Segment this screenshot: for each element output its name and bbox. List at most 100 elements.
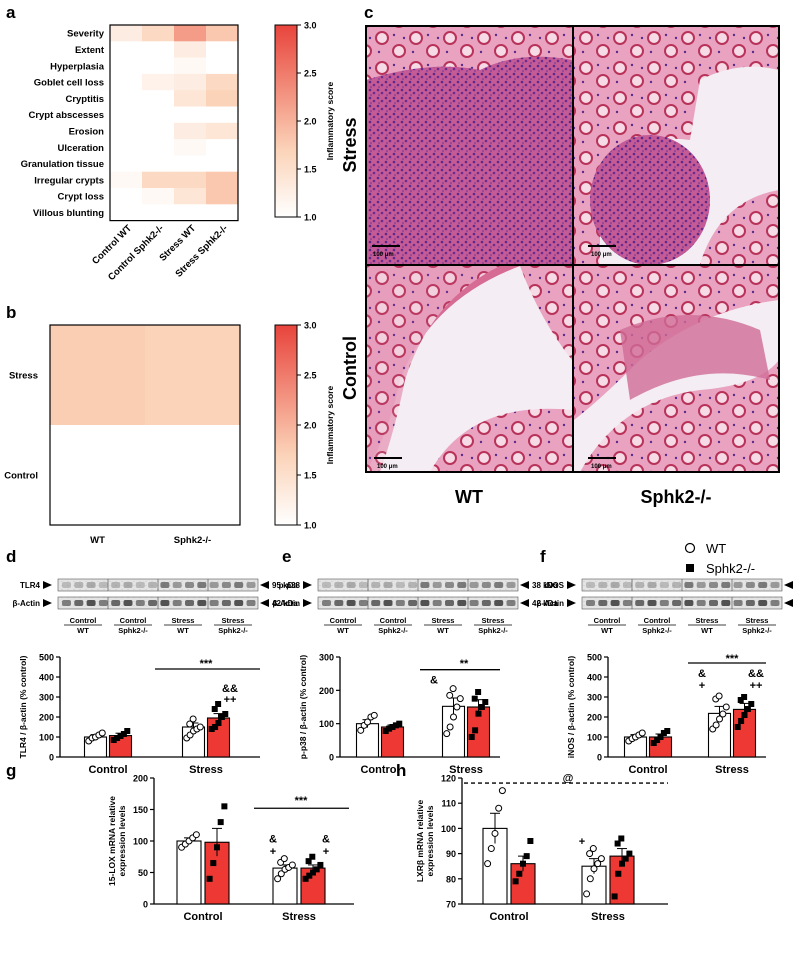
heatmap-row-label: Villous blunting	[33, 208, 104, 219]
data-point	[586, 850, 594, 858]
data-point	[218, 714, 225, 720]
y-tick-label: 90	[446, 849, 456, 859]
data-point	[215, 701, 222, 707]
heatmap-row-label: Goblet cell loss	[34, 78, 104, 89]
data-point	[660, 730, 667, 736]
data-point	[215, 720, 222, 726]
data-point	[114, 735, 121, 741]
significance-marker: &	[269, 833, 277, 845]
blot-lane-label: Stress	[222, 616, 245, 625]
arrow-left-icon	[260, 581, 269, 589]
data-point	[722, 703, 730, 711]
x-group-label: Control	[360, 764, 399, 776]
heatmap-cell	[110, 171, 143, 189]
heatmap-row-label: Granulation tissue	[21, 159, 104, 170]
blot-band-label: TLR4	[20, 581, 41, 590]
data-point	[527, 838, 534, 844]
data-point	[364, 718, 371, 726]
data-point	[664, 728, 671, 734]
data-point	[737, 697, 744, 703]
heatmap-cell	[174, 73, 207, 91]
blot-band	[74, 600, 84, 606]
blot-band	[346, 600, 356, 606]
data-point	[98, 729, 106, 737]
blot-lane-label: Stress	[696, 616, 719, 625]
blot-band	[709, 600, 718, 606]
data-point	[741, 712, 748, 718]
blot-band	[358, 600, 368, 606]
blot-lane-label: Stress	[746, 616, 769, 625]
data-point	[446, 691, 454, 699]
blot-band	[598, 600, 608, 606]
y-tick-label: 100	[319, 719, 334, 729]
x-group-label: Control	[628, 764, 667, 776]
blot-band	[721, 600, 731, 606]
blot-band	[586, 582, 595, 588]
blot-band	[758, 582, 768, 588]
heatmap-cell	[142, 25, 175, 42]
data-point	[211, 706, 218, 712]
data-point	[310, 869, 316, 876]
data-point	[512, 878, 519, 885]
svg-text:100 μm: 100 μm	[591, 464, 612, 470]
blot-band	[733, 600, 743, 606]
y-tick-label: 70	[446, 900, 456, 910]
data-point	[208, 726, 215, 732]
bar-chart-e: 0 100 200 300 p-p38 / β-actin (% control) Con…	[272, 578, 558, 776]
data-point	[487, 845, 495, 853]
y-tick-label: 110	[441, 799, 456, 809]
colorbar	[274, 324, 298, 526]
y-tick-label: 100	[133, 837, 148, 847]
data-point	[614, 840, 621, 847]
colorbar-tick: 1.0	[304, 521, 317, 531]
y-tick-label: 200	[319, 686, 334, 696]
colorbar-tick: 2.5	[304, 69, 317, 79]
x-group-label: Control	[489, 911, 528, 923]
blot-band	[506, 600, 516, 606]
heatmap-cell	[174, 90, 207, 107]
blot-band	[506, 582, 516, 588]
blot-band	[334, 600, 344, 606]
data-point	[626, 850, 633, 857]
heatmap-cell	[145, 425, 241, 526]
blot-band	[234, 582, 244, 588]
blot-lane-label: Control	[330, 616, 357, 625]
blot-band	[221, 582, 231, 588]
legend: WT Sphk2-/-	[684, 541, 755, 576]
data-point	[471, 695, 478, 702]
arrow-right-icon	[43, 581, 52, 589]
arrow-left-icon	[784, 581, 793, 589]
blot-kda-label: 95 kDa	[272, 581, 298, 590]
data-point	[520, 860, 526, 867]
significance-marker: **	[460, 658, 469, 670]
blot-band	[322, 582, 331, 588]
significance-marker: +	[270, 846, 276, 858]
blot-lane-label: WT	[437, 626, 449, 635]
blot-band	[432, 600, 442, 606]
blot-lane-label: Sphk2-/-	[642, 626, 672, 635]
micro-row-label-control: Control	[340, 336, 360, 400]
data-point	[212, 724, 219, 730]
data-point	[712, 721, 720, 729]
blot-band	[395, 600, 405, 606]
blot-band	[221, 600, 231, 606]
heatmap-cell	[142, 139, 175, 156]
colorbar-tick: 1.5	[304, 471, 317, 481]
heatmap-cell	[142, 204, 175, 222]
x-group-label: Control	[183, 911, 222, 923]
panel-letter-c: c	[364, 3, 373, 22]
y-tick-label: 150	[133, 805, 148, 815]
blot-band	[770, 582, 780, 588]
heatmap-row-label: Extent	[75, 45, 105, 56]
data-point	[719, 710, 727, 718]
blot-band	[684, 600, 694, 606]
legend-label: Sphk2-/-	[706, 561, 755, 576]
blot-band	[635, 582, 645, 588]
heatmap-a: Severity Extent Hyperplasia Goblet cell los…	[21, 21, 335, 283]
bar-chart-f: 0 100 200 300 400 500 iNOS / β-actin (% contro…	[536, 578, 793, 776]
heatmap-cell	[174, 41, 207, 59]
blot-band	[494, 600, 504, 606]
y-tick-label: 100	[39, 733, 54, 743]
panel-letter-a: a	[6, 3, 16, 22]
blot-band	[721, 582, 731, 588]
